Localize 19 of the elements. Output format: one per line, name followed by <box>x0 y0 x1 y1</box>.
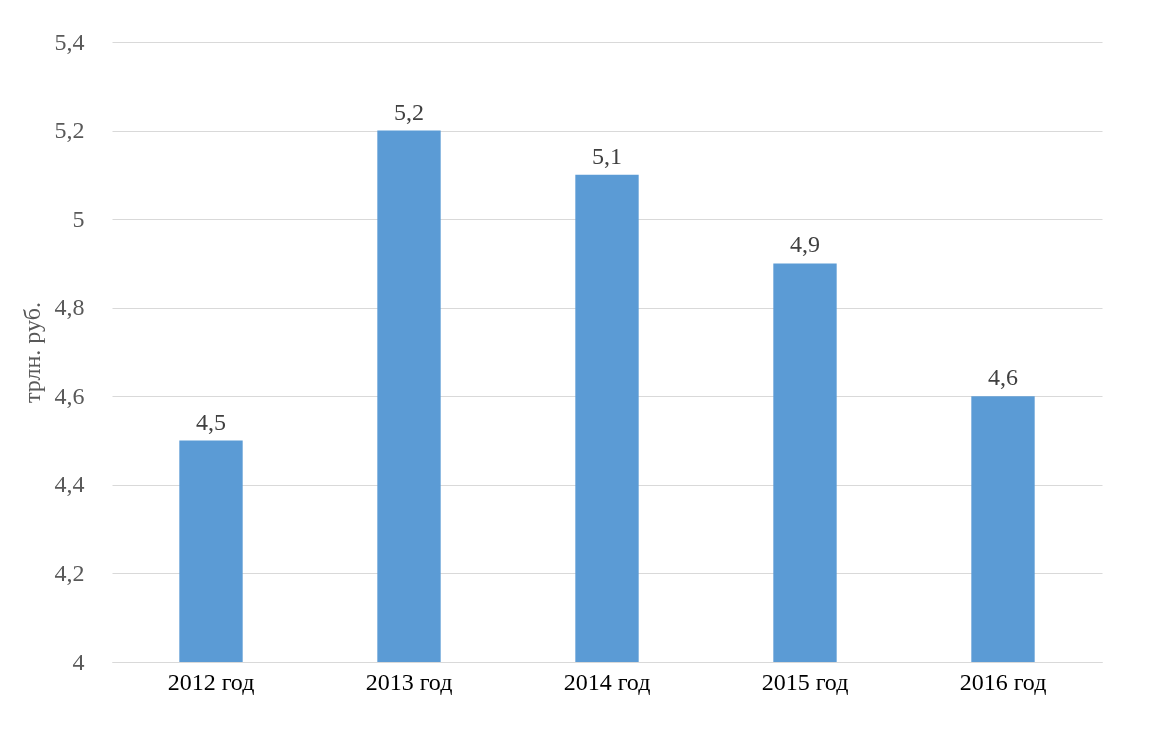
x-tick-label: 2014 год <box>563 668 651 695</box>
data-label: 4,9 <box>790 231 820 258</box>
y-axis-title: трлн. руб. <box>18 302 45 403</box>
y-tick-label: 4,2 <box>54 559 85 586</box>
data-label: 4,5 <box>196 408 226 435</box>
data-label: 5,1 <box>592 142 622 169</box>
y-tick-label: 4,6 <box>54 382 85 409</box>
y-tick-label: 5,4 <box>54 28 85 55</box>
x-tick-label: 2013 год <box>365 668 453 695</box>
x-tick-label: 2016 год <box>959 668 1047 695</box>
y-tick-label: 5 <box>72 205 85 232</box>
data-label: 4,6 <box>988 364 1018 391</box>
x-tick-label: 2012 год <box>167 668 255 695</box>
y-tick-label: 4,4 <box>54 471 85 498</box>
y-tick-label: 4,8 <box>54 294 85 321</box>
data-label: 5,2 <box>394 98 424 125</box>
x-tick-label: 2015 год <box>761 668 849 695</box>
y-tick-label: 4 <box>72 648 85 675</box>
y-tick-label: 5,2 <box>54 117 85 144</box>
